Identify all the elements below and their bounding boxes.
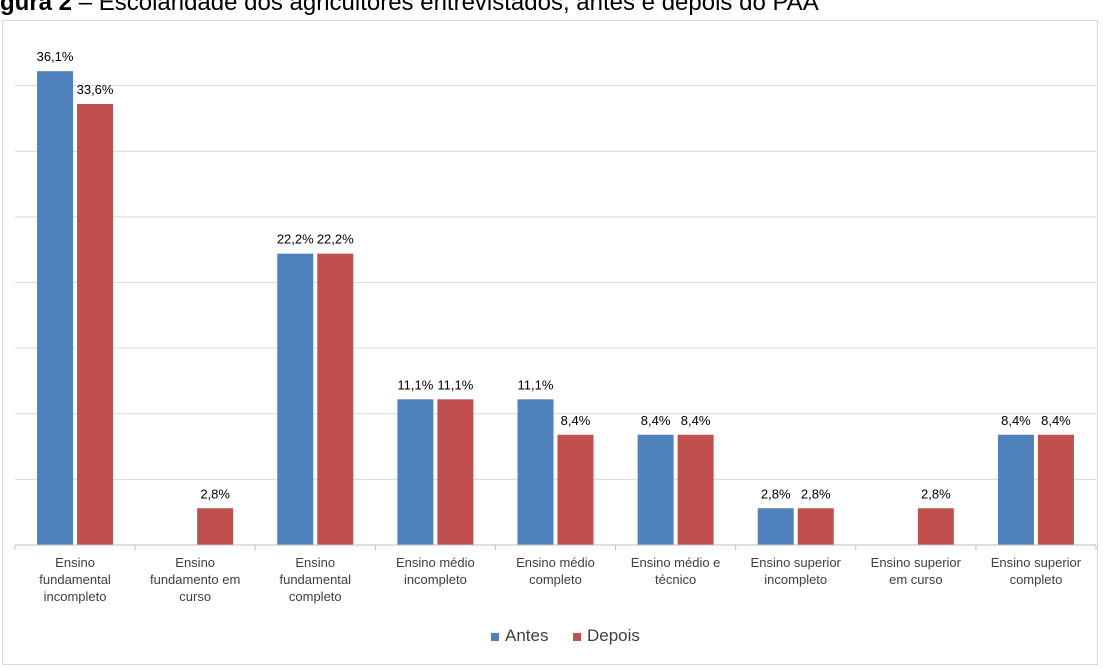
bars <box>37 71 1074 545</box>
data-label: 11,1% <box>397 377 433 392</box>
data-label: 22,2% <box>277 232 314 247</box>
bar-depois <box>797 508 834 545</box>
category-label: Ensino superior <box>751 555 842 570</box>
data-label: 2,8% <box>761 486 791 501</box>
category-label: completo <box>289 589 342 604</box>
category-label: completo <box>1010 572 1063 587</box>
bar-depois <box>1037 434 1074 545</box>
x-axis: Ensino fundamental incompleto Ensino fundame… <box>14 544 1097 604</box>
data-label: 8,4% <box>1001 413 1031 428</box>
data-label: 36,1% <box>37 49 74 64</box>
category-label: incompleto <box>404 572 467 587</box>
category-label: técnico <box>655 572 696 587</box>
data-labels: 36,1% 33,6% 2,8% 22,2% 22,2% 11,1% 11,1% 11,1% 8… <box>37 49 1072 501</box>
category-label: Ensino <box>295 555 335 570</box>
category-label: em curso <box>889 572 942 587</box>
category-label: fundamento em <box>150 572 240 587</box>
category-label: fundamental <box>279 572 351 587</box>
bar-antes <box>397 399 434 545</box>
data-label: 11,1% <box>437 377 473 392</box>
category-label: Ensino médio <box>396 555 475 570</box>
legend-label-antes: Antes <box>505 626 548 645</box>
bar-antes <box>637 434 674 545</box>
data-label: 22,2% <box>317 232 354 247</box>
category-label: Ensino superior <box>991 555 1082 570</box>
data-label: 11,1% <box>518 377 554 392</box>
figure-title-text: – Escolaridade dos agricultores entrevis… <box>78 0 819 16</box>
gridlines <box>15 85 1096 480</box>
category-label: Ensino <box>175 555 215 570</box>
legend-label-depois: Depois <box>587 626 640 645</box>
bar-antes <box>277 253 314 545</box>
category-label: Ensino <box>55 555 95 570</box>
data-label: 8,4% <box>561 413 591 428</box>
bar-depois <box>317 253 354 545</box>
bar-antes <box>757 508 794 545</box>
legend: Antes Depois <box>491 626 640 645</box>
figure-title-prefix: gura 2 <box>0 0 73 16</box>
bar-depois <box>917 508 954 545</box>
category-label: fundamental <box>39 572 111 587</box>
bar-depois <box>557 434 594 545</box>
data-label: 2,8% <box>801 486 831 501</box>
category-label: incompleto <box>44 589 107 604</box>
bar-antes <box>997 434 1034 545</box>
data-label: 8,4% <box>1041 413 1071 428</box>
bar-depois <box>197 508 234 545</box>
data-label: 33,6% <box>77 82 114 97</box>
chart-frame <box>2 20 1098 665</box>
figure-title: gura 2 – Escolaridade dos agricultores e… <box>0 0 819 18</box>
legend-swatch-antes <box>491 633 499 641</box>
bar-depois <box>77 104 114 545</box>
data-label: 8,4% <box>641 413 671 428</box>
data-label: 8,4% <box>681 413 711 428</box>
bar-antes <box>517 399 554 545</box>
data-label: 2,8% <box>921 486 951 501</box>
bar-depois <box>677 434 714 545</box>
category-label: completo <box>529 572 582 587</box>
data-label: 2,8% <box>200 486 230 501</box>
category-label: curso <box>179 589 211 604</box>
bar-antes <box>37 71 74 545</box>
legend-swatch-depois <box>573 633 581 641</box>
bar-depois <box>437 399 474 545</box>
category-label: Ensino superior <box>871 555 962 570</box>
category-label: Ensino médio e <box>631 555 721 570</box>
category-label: incompleto <box>764 572 827 587</box>
category-label: Ensino médio <box>516 555 595 570</box>
